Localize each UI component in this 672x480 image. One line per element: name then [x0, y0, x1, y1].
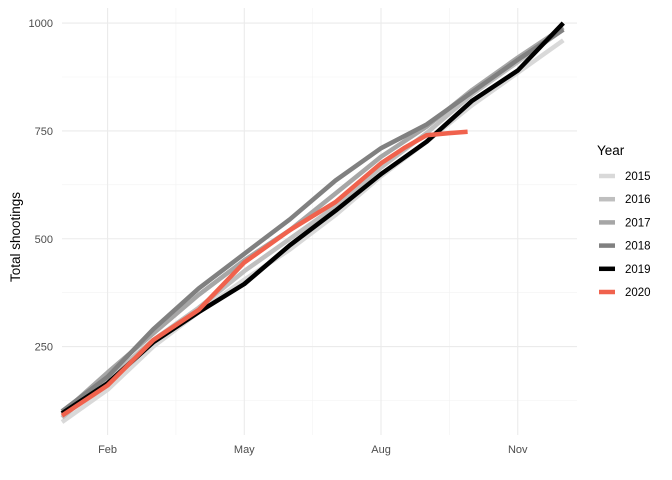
series-line-2015 — [60, 38, 565, 424]
legend-label-2015: 2015 — [625, 171, 651, 183]
x-axis-ticks: Feb May Aug Nov — [98, 444, 528, 456]
legend-label-2020: 2020 — [625, 287, 651, 299]
legend-label-2017: 2017 — [625, 217, 651, 229]
series-line-2018 — [60, 27, 565, 414]
y-tick-label: 1000 — [29, 18, 53, 30]
legend: Year 2015 2016 2017 2018 2019 2020 — [597, 143, 651, 299]
y-axis-title: Total shootings — [8, 192, 23, 282]
x-tick-label: Nov — [508, 444, 528, 456]
y-tick-label: 250 — [35, 342, 53, 354]
x-tick-label: Aug — [371, 444, 391, 456]
y-tick-label: 750 — [35, 126, 53, 138]
y-axis-ticks: 250 500 750 1000 — [29, 18, 53, 353]
series-lines — [60, 21, 565, 424]
y-tick-label: 500 — [35, 234, 53, 246]
major-gridlines — [62, 8, 577, 435]
legend-title: Year — [597, 143, 625, 158]
legend-label-2018: 2018 — [625, 241, 651, 253]
series-line-2020 — [60, 129, 468, 418]
x-tick-label: Feb — [98, 444, 117, 456]
x-tick-label: May — [234, 444, 255, 456]
legend-label-2019: 2019 — [625, 264, 651, 276]
legend-label-2016: 2016 — [625, 194, 651, 206]
